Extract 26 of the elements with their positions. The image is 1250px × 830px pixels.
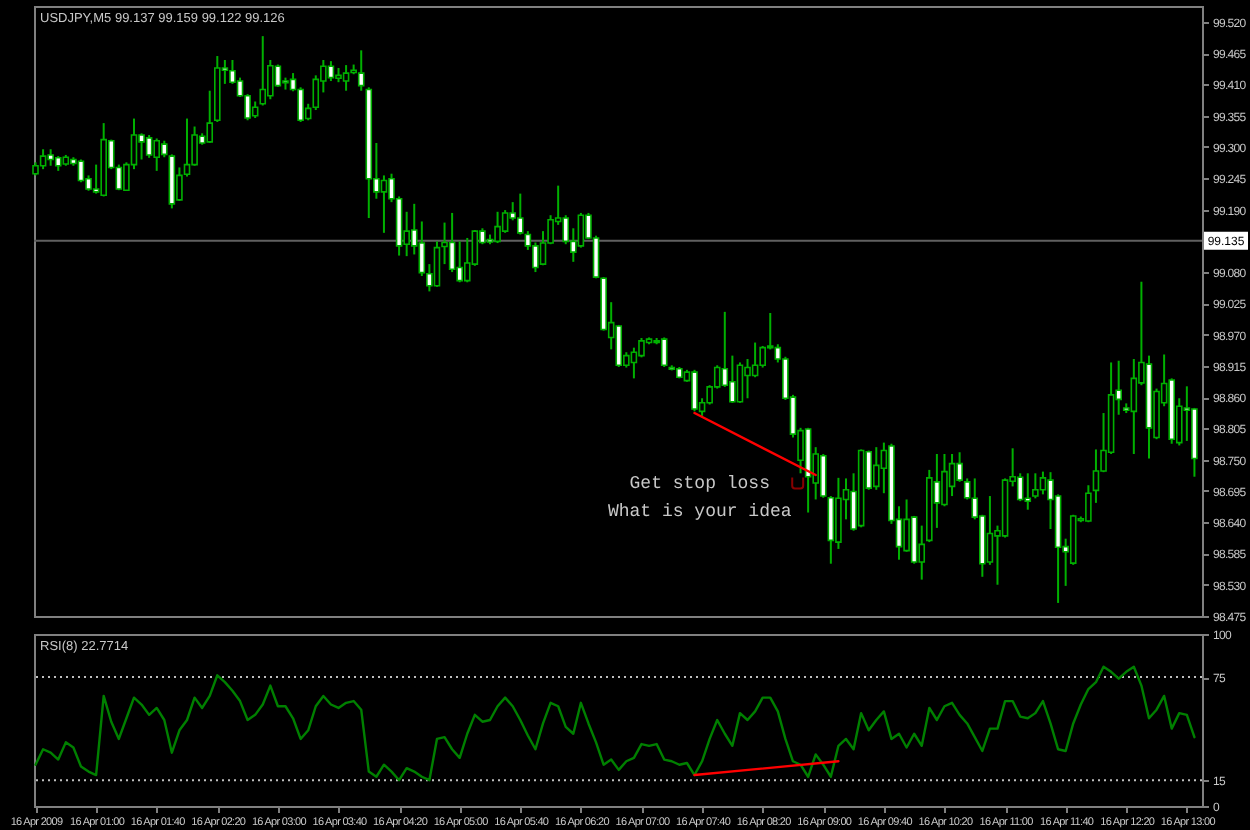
candlestick xyxy=(441,221,448,266)
candlestick xyxy=(577,211,585,249)
candlestick xyxy=(145,134,153,159)
candlestick xyxy=(327,60,335,83)
candlestick xyxy=(691,368,698,413)
candlestick xyxy=(1024,472,1032,511)
candlestick xyxy=(948,452,956,498)
candlestick xyxy=(153,137,161,172)
candlestick xyxy=(433,240,441,288)
candlestick xyxy=(630,346,638,380)
candlestick xyxy=(872,446,880,491)
candlestick xyxy=(1039,470,1047,496)
candlestick xyxy=(494,210,501,245)
annotation: Get stop loss xyxy=(629,473,770,494)
candlestick xyxy=(463,236,471,284)
candlestick xyxy=(77,158,85,184)
candlestick xyxy=(342,64,350,92)
candlestick xyxy=(736,361,744,404)
line-series xyxy=(34,665,1196,782)
candlestick xyxy=(744,358,751,400)
candlestick xyxy=(660,336,668,368)
candlestick xyxy=(138,132,145,161)
candlestick xyxy=(448,211,456,274)
candlestick xyxy=(39,148,47,171)
candlestick xyxy=(380,174,388,234)
annotation: What is your idea xyxy=(607,501,793,522)
